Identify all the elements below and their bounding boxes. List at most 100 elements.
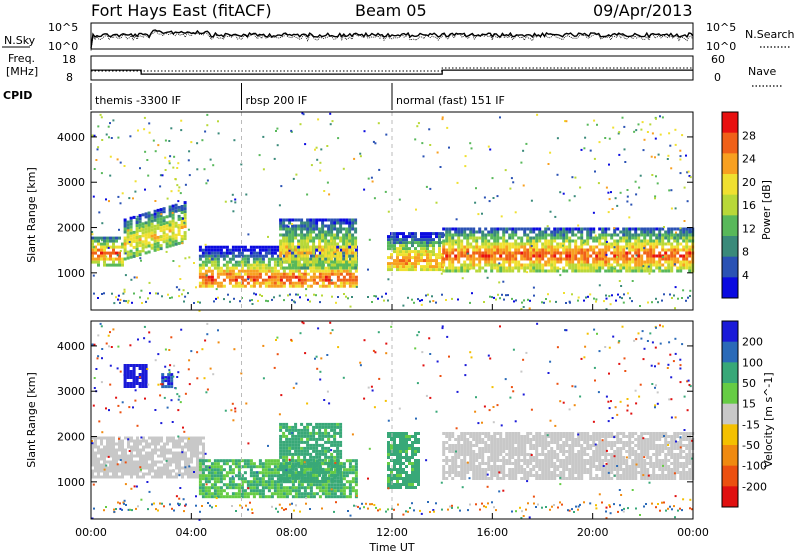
range-gate-cell (541, 254, 545, 258)
range-gate-cell (306, 242, 310, 246)
range-gate-cell (550, 233, 554, 237)
range-gate-cell (330, 428, 334, 432)
range-gate-cell (396, 435, 399, 438)
range-gate-cell (312, 437, 316, 441)
range-gate-cell (475, 269, 479, 273)
range-gate-cell (121, 242, 124, 246)
range-gate-cell (634, 251, 638, 255)
range-gate-cell (210, 257, 214, 261)
range-gate-cell (172, 451, 175, 455)
range-gate-cell (153, 239, 157, 243)
range-gate-cell (451, 465, 455, 468)
range-gate-cell (154, 436, 157, 440)
range-gate-cell (625, 263, 629, 267)
range-gate-cell (166, 442, 169, 446)
range-gate-cell (396, 432, 399, 435)
range-gate-cell (640, 230, 644, 234)
range-gate-cell (201, 474, 205, 478)
power-colorbar-swatch (722, 153, 738, 175)
range-gate-cell (348, 486, 352, 490)
range-gate-cell (303, 263, 307, 267)
range-gate-cell (237, 251, 241, 255)
range-gate-cell (405, 265, 408, 269)
range-gate-cell (559, 230, 563, 234)
range-gate-cell (628, 233, 632, 237)
range-gate-cell (288, 254, 292, 258)
range-gate-cell (481, 462, 485, 465)
range-gate-cell (297, 431, 301, 435)
range-gate-cell (210, 474, 214, 478)
range-gate-cell (237, 468, 241, 472)
range-gate-cell (136, 448, 139, 452)
range-gate-cell (97, 236, 100, 240)
range-gate-cell (689, 295, 691, 297)
range-gate-cell (123, 239, 127, 243)
range-gate-cell (315, 236, 319, 240)
range-gate-cell (309, 248, 313, 252)
range-gate-cell (294, 266, 298, 270)
range-gate-cell (426, 244, 429, 248)
range-gate-cell (543, 301, 545, 304)
range-gate-cell (535, 245, 539, 249)
range-gate-cell (112, 257, 115, 261)
range-gate-cell (130, 445, 133, 449)
range-gate-cell (318, 242, 322, 246)
range-gate-cell (285, 443, 289, 447)
range-gate-cell (106, 236, 109, 240)
range-gate-cell (319, 161, 322, 164)
range-gate-cell (604, 230, 608, 234)
range-gate-cell (97, 263, 100, 267)
range-gate-cell (324, 473, 328, 477)
range-gate-cell (496, 248, 500, 252)
range-gate-cell (177, 217, 181, 221)
range-gate-cell (532, 286, 535, 289)
range-gate-cell (240, 251, 244, 255)
range-gate-cell (478, 441, 482, 444)
range-gate-cell (273, 278, 277, 282)
range-gate-cell (502, 471, 506, 474)
range-gate-cell (306, 467, 310, 471)
range-gate-cell (91, 254, 94, 258)
range-gate-cell (526, 266, 530, 270)
range-gate-cell (343, 293, 345, 295)
range-gate-cell (390, 486, 393, 489)
range-gate-cell (393, 441, 396, 444)
range-gate-cell (333, 425, 337, 429)
range-gate-cell (387, 247, 390, 251)
range-gate-cell (282, 455, 286, 459)
range-gate-cell (336, 476, 340, 480)
range-gate-cell (402, 471, 405, 474)
range-gate-cell (569, 301, 571, 304)
range-gate-cell (483, 196, 486, 199)
range-gate-cell (309, 495, 313, 499)
range-gate-cell (153, 227, 157, 231)
range-gate-cell (119, 202, 122, 205)
range-gate-cell (619, 269, 623, 273)
range-gate-cell (133, 439, 136, 443)
cpid-segment-1: rbsp 200 IF (246, 94, 308, 107)
range-gate-cell (670, 236, 674, 240)
range-gate-cell (282, 269, 286, 273)
range-gate-cell (616, 239, 620, 243)
range-gate-cell (127, 445, 130, 449)
range-gate-cell (565, 257, 569, 261)
range-gate-cell (124, 274, 127, 277)
range-gate-cell (460, 438, 464, 441)
range-gate-cell (652, 230, 656, 234)
range-gate-cell (249, 272, 253, 276)
range-gate-cell (592, 239, 596, 243)
range-gate-cell (110, 137, 113, 139)
range-gate-cell (258, 462, 262, 466)
range-gate-cell (670, 207, 673, 210)
range-gate-cell (126, 220, 130, 224)
range-gate-cell (472, 459, 476, 462)
range-gate-cell (276, 263, 280, 267)
range-gate-cell (568, 245, 572, 249)
range-gate-cell (139, 457, 142, 461)
range-gate-cell (115, 475, 118, 479)
range-gate-cell (460, 468, 464, 471)
range-gate-cell (229, 300, 231, 303)
range-gate-cell (348, 236, 352, 240)
range-gate-cell (493, 260, 497, 264)
